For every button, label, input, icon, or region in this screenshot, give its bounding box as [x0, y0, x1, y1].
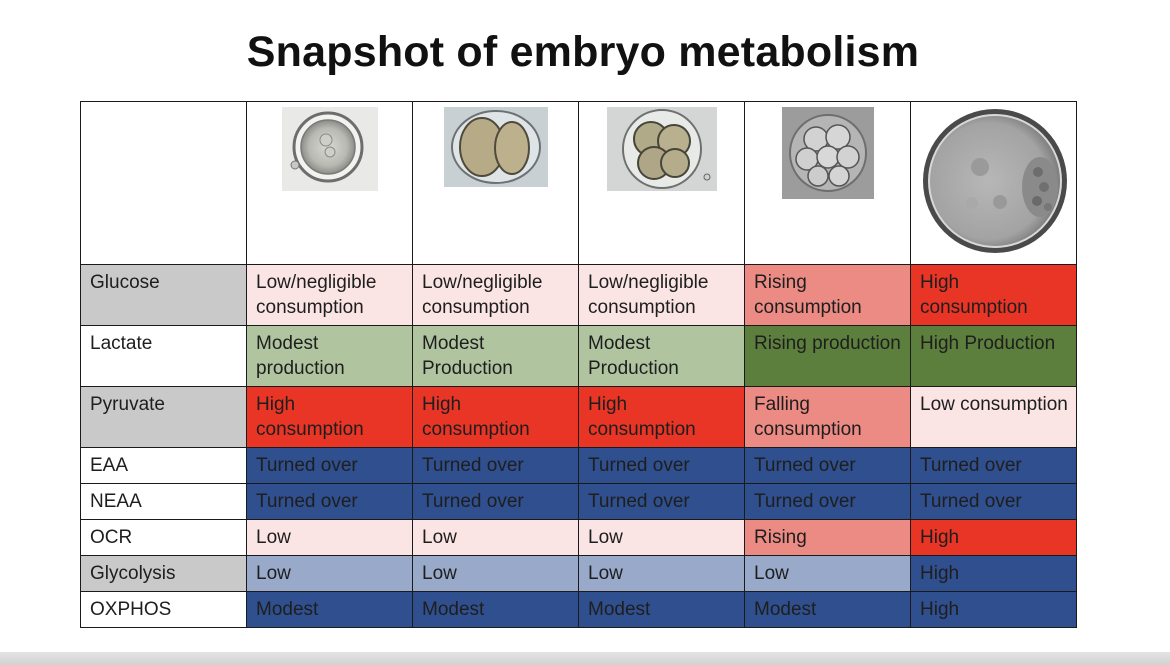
row-label: Pyruvate — [80, 386, 247, 448]
table-cell: Modest Production — [412, 325, 579, 387]
table-cell: Low/negligible consumption — [246, 264, 413, 326]
table-cell: Turned over — [910, 483, 1077, 520]
table-cell: High consumption — [246, 386, 413, 448]
table-cell: Turned over — [246, 447, 413, 484]
two-cell-embryo-image — [444, 107, 548, 187]
table-cell: Low — [578, 519, 745, 556]
table-cell: Modest production — [246, 325, 413, 387]
table-cell: Falling consumption — [744, 386, 911, 448]
metabolism-table: Glucose Low/negligible consumption Low/n… — [80, 101, 1077, 628]
table-cell: Turned over — [910, 447, 1077, 484]
table-cell: Modest — [578, 591, 745, 628]
table-row: Glycolysis Low Low Low Low High — [80, 555, 1077, 592]
table-cell: Low — [578, 555, 745, 592]
table-row: OXPHOS Modest Modest Modest Modest High — [80, 591, 1077, 628]
table-row: EAA Turned over Turned over Turned over … — [80, 447, 1077, 484]
table-row: Glucose Low/negligible consumption Low/n… — [80, 264, 1077, 326]
table-cell: Low — [246, 519, 413, 556]
table-cell: High consumption — [578, 386, 745, 448]
table-cell: Low/negligible consumption — [412, 264, 579, 326]
stage-two-cell — [412, 101, 579, 265]
table-cell: Modest Production — [578, 325, 745, 387]
table-row: Pyruvate High consumption High consumpti… — [80, 386, 1077, 448]
table-cell: High — [910, 591, 1077, 628]
stage-blastocyst — [910, 101, 1077, 265]
table-cell: Low/negligible consumption — [578, 264, 745, 326]
table-row: NEAA Turned over Turned over Turned over… — [80, 483, 1077, 520]
stage-zygote — [246, 101, 413, 265]
blastocyst-embryo-image — [923, 109, 1067, 253]
table-cell: Modest — [246, 591, 413, 628]
table-cell: Rising production — [744, 325, 911, 387]
table-cell: Low — [412, 519, 579, 556]
window-bottom-bar — [0, 652, 1170, 665]
stage-image-row — [80, 101, 1077, 265]
table-cell: Low consumption — [910, 386, 1077, 448]
table-cell: Low — [246, 555, 413, 592]
table-cell: High Production — [910, 325, 1077, 387]
table-cell: High — [910, 519, 1077, 556]
table-cell: Turned over — [578, 447, 745, 484]
stage-four-cell — [578, 101, 745, 265]
zygote-embryo-image — [282, 107, 378, 191]
eight-cell-embryo-image — [782, 107, 874, 199]
table-cell: Modest — [412, 591, 579, 628]
row-label: Glucose — [80, 264, 247, 326]
row-label: OCR — [80, 519, 247, 556]
table-cell: Low — [744, 555, 911, 592]
table-cell: Turned over — [412, 447, 579, 484]
table-cell: Turned over — [246, 483, 413, 520]
table-cell: High consumption — [910, 264, 1077, 326]
row-label: Lactate — [80, 325, 247, 387]
table-cell: High consumption — [412, 386, 579, 448]
four-cell-embryo-image — [607, 107, 717, 191]
row-label: OXPHOS — [80, 591, 247, 628]
corner-cell — [80, 101, 247, 265]
stage-eight-cell — [744, 101, 911, 265]
table-cell: Turned over — [744, 483, 911, 520]
table-cell: Turned over — [744, 447, 911, 484]
table-cell: Low — [412, 555, 579, 592]
table-cell: Turned over — [412, 483, 579, 520]
table-cell: High — [910, 555, 1077, 592]
row-label: EAA — [80, 447, 247, 484]
page-title: Snapshot of embryo metabolism — [246, 28, 920, 76]
table-cell: Turned over — [578, 483, 745, 520]
table-cell: Rising — [744, 519, 911, 556]
table-row: OCR Low Low Low Rising High — [80, 519, 1077, 556]
table-cell: Rising consumption — [744, 264, 911, 326]
row-label: Glycolysis — [80, 555, 247, 592]
table-row: Lactate Modest production Modest Product… — [80, 325, 1077, 387]
table-cell: Modest — [744, 591, 911, 628]
row-label: NEAA — [80, 483, 247, 520]
